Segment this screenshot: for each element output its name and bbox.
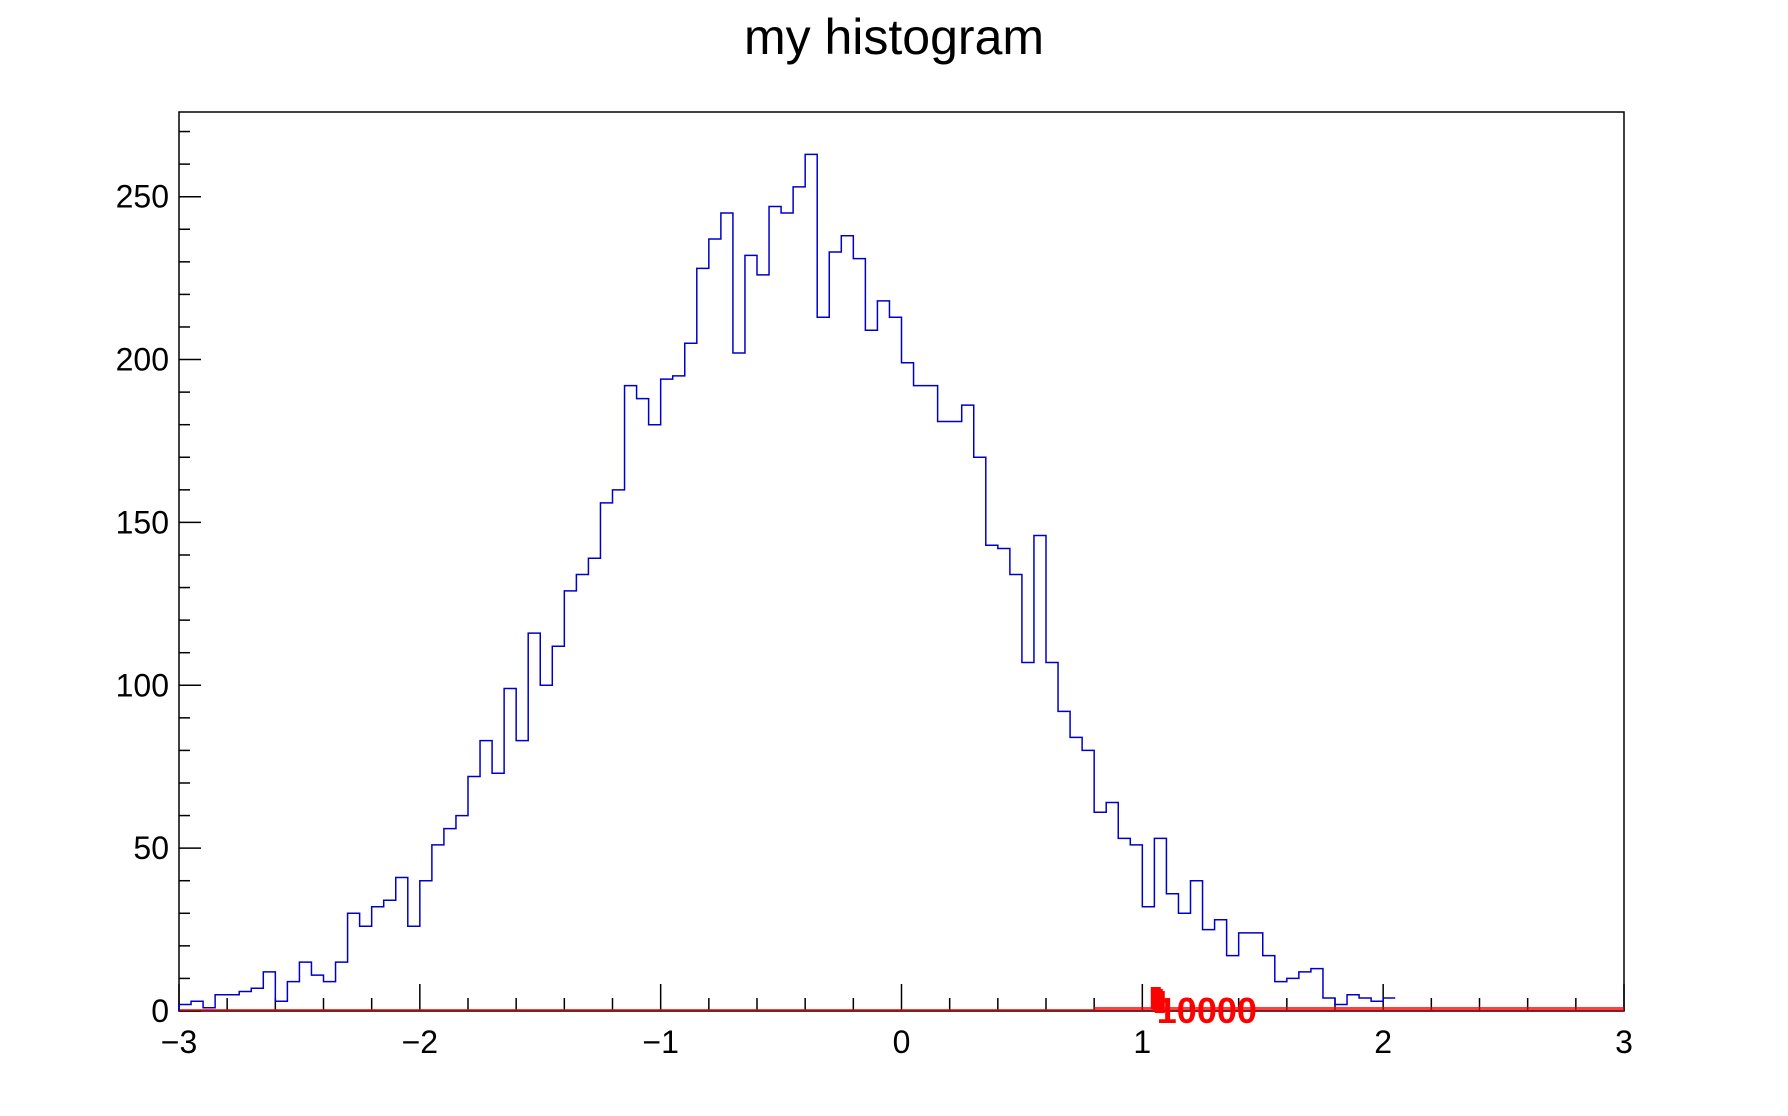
- overlay-markers: [1150, 987, 1165, 1013]
- y-tick-label: 0: [151, 993, 169, 1029]
- x-tick-label: −2: [402, 1024, 438, 1060]
- y-tick-label: 200: [116, 342, 169, 378]
- plot-frame: [178, 111, 1625, 1012]
- overlay-line: [179, 1007, 1624, 1011]
- x-tick-label: −3: [161, 1024, 197, 1060]
- x-tick-label: 3: [1615, 1024, 1633, 1060]
- y-tick-label: 50: [133, 830, 169, 866]
- overlay-marker: [1154, 991, 1165, 1013]
- histogram-line: [178, 153, 1396, 1011]
- y-tick-label: 250: [116, 179, 169, 215]
- overlay-label: 10000: [1157, 990, 1257, 1031]
- x-axis: −3 −2 −1 0 1 2 3: [161, 984, 1633, 1060]
- x-tick-label: 0: [893, 1024, 911, 1060]
- y-tick-label: 150: [116, 504, 169, 540]
- x-tick-label: −1: [642, 1024, 678, 1060]
- x-tick-label: 2: [1374, 1024, 1392, 1060]
- y-axis: 0 50 100 150 200 250: [116, 130, 201, 1029]
- x-tick-label: 1: [1133, 1024, 1151, 1060]
- chart-title: my histogram: [743, 9, 1045, 65]
- y-tick-label: 100: [116, 667, 169, 703]
